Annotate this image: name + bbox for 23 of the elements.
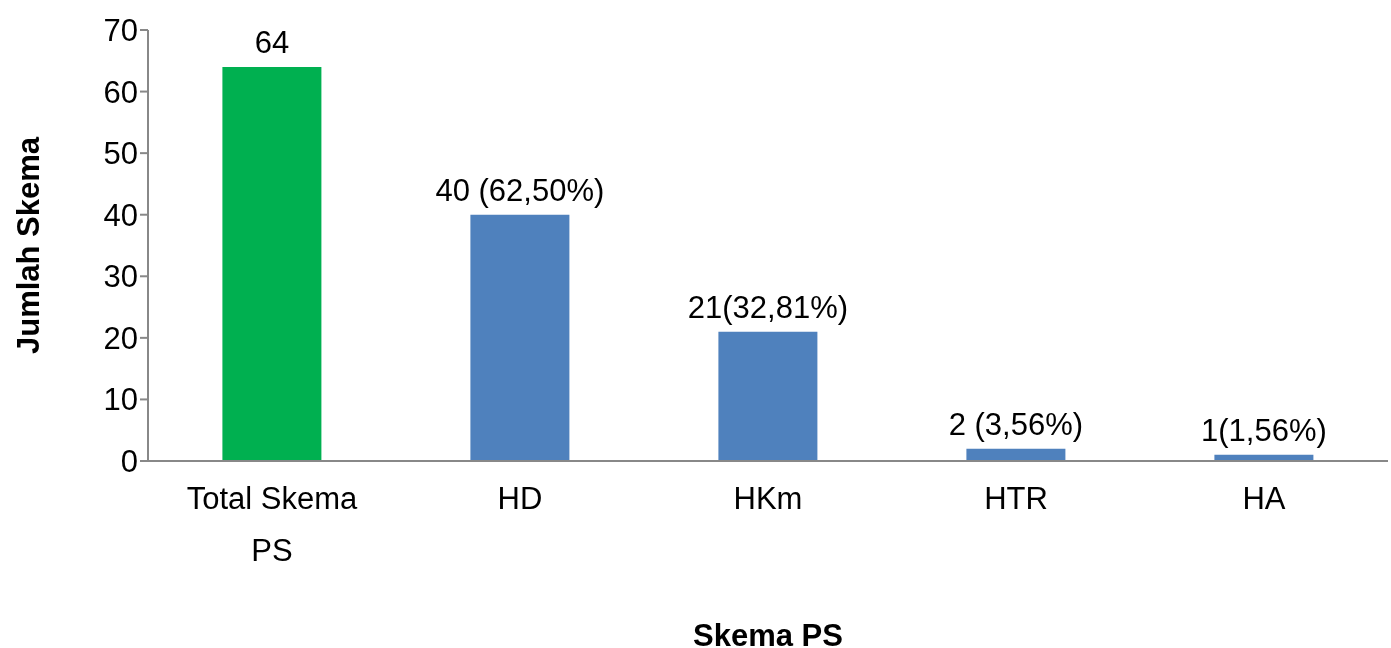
x-tick-label: HD: [497, 481, 543, 516]
data-label: 64: [254, 24, 290, 60]
y-tick-label: 70: [103, 13, 138, 49]
data-label: 2 (3,56%): [948, 406, 1084, 442]
y-tick-label: 0: [120, 444, 138, 480]
y-tick-label: 10: [103, 382, 138, 418]
bar: [222, 66, 322, 461]
data-label: 40 (62,50%): [435, 172, 605, 208]
x-tick-label: Total Skema PS: [186, 481, 359, 568]
x-tick-label: HA: [1242, 481, 1286, 516]
y-tick-label: 60: [103, 74, 138, 110]
y-tick-label: 20: [103, 320, 138, 356]
y-tick-label: 30: [103, 259, 138, 295]
bar: [470, 214, 570, 461]
y-axis-title: Jumlah Skema: [11, 136, 47, 355]
x-tick-label: HKm: [733, 481, 803, 516]
x-axis-title: Skema PS: [693, 618, 843, 648]
y-tick-label: 40: [103, 197, 138, 233]
data-label: 1(1,56%): [1201, 412, 1327, 448]
data-label: 21(32,81%): [687, 289, 849, 325]
y-tick-label: 50: [103, 136, 138, 172]
bar: [718, 331, 818, 461]
x-tick-label: HTR: [984, 481, 1048, 516]
